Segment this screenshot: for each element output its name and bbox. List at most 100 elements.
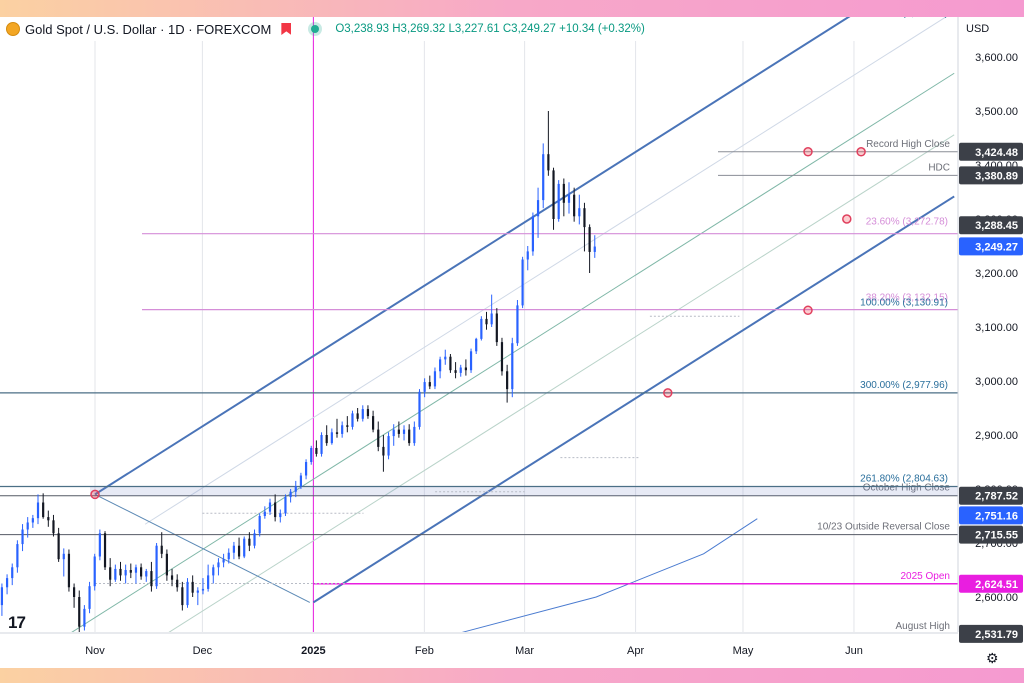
candle-body[interactable] [31, 518, 34, 523]
candle-body[interactable] [284, 497, 287, 514]
candle-body[interactable] [268, 502, 272, 512]
candle-body[interactable] [243, 538, 246, 557]
candle-body[interactable] [196, 590, 199, 593]
candle-body[interactable] [371, 416, 375, 430]
candle-body[interactable] [98, 533, 101, 557]
candle-body[interactable] [165, 553, 168, 576]
candle-body[interactable] [459, 367, 462, 373]
candle-body[interactable] [475, 338, 478, 352]
candle-body[interactable] [88, 586, 91, 609]
candle-body[interactable] [289, 491, 292, 498]
candle-body[interactable] [356, 413, 359, 419]
pivot-marker[interactable] [803, 305, 813, 316]
candle-body[interactable] [536, 200, 540, 217]
candle-body[interactable] [531, 216, 535, 252]
candle-body[interactable] [248, 538, 251, 546]
pivot-marker[interactable] [663, 388, 673, 398]
candle-body[interactable] [155, 545, 158, 587]
currency-label[interactable]: USD [966, 23, 990, 35]
candle-body[interactable] [129, 570, 132, 573]
candle-body[interactable] [109, 567, 112, 580]
candle-body[interactable] [217, 562, 220, 568]
candle-body[interactable] [103, 533, 107, 568]
settings-gear-icon[interactable]: ⚙ [986, 650, 999, 666]
candle-body[interactable] [361, 409, 364, 419]
candle-body[interactable] [227, 552, 230, 560]
symbol-title[interactable]: Gold Spot / U.S. Dollar · 1D · FOREXCOM [25, 21, 272, 37]
candle-body[interactable] [428, 382, 431, 387]
candle-body[interactable] [36, 502, 40, 519]
candle-body[interactable] [72, 587, 76, 597]
candle-body[interactable] [201, 588, 205, 591]
candle-body[interactable] [464, 367, 467, 371]
candle-body[interactable] [186, 581, 189, 606]
candle-body[interactable] [294, 486, 297, 492]
price-tag[interactable] [959, 216, 1023, 235]
price-tag[interactable] [959, 506, 1023, 525]
candle-body[interactable] [402, 429, 406, 434]
candle-body[interactable] [78, 597, 81, 627]
candle-body[interactable] [304, 462, 308, 476]
candle-body[interactable] [299, 475, 303, 487]
candle-body[interactable] [160, 545, 163, 554]
candle-body[interactable] [516, 305, 519, 344]
candle-body[interactable] [346, 425, 349, 427]
candle-body[interactable] [392, 429, 395, 437]
candle-body[interactable] [279, 513, 282, 518]
candle-body[interactable] [335, 432, 339, 434]
price-tag[interactable] [959, 624, 1023, 643]
candle-body[interactable] [573, 194, 576, 217]
candle-body[interactable] [382, 446, 385, 456]
candle-body[interactable] [480, 318, 483, 339]
candle-body[interactable] [325, 435, 328, 444]
candle-body[interactable] [315, 447, 318, 454]
candle-body[interactable] [397, 429, 400, 434]
candle-body[interactable] [439, 359, 442, 372]
candle-body[interactable] [253, 533, 256, 546]
candle-body[interactable] [444, 356, 447, 360]
candle-body[interactable] [567, 194, 571, 203]
price-tag[interactable] [959, 237, 1023, 256]
pivot-marker[interactable] [90, 489, 100, 500]
candle-body[interactable] [423, 382, 426, 392]
price-tag[interactable] [959, 142, 1023, 161]
pivot-marker[interactable] [842, 214, 852, 224]
candle-body[interactable] [263, 511, 266, 516]
candle-body[interactable] [387, 436, 390, 456]
candle-body[interactable] [454, 370, 457, 373]
candle-body[interactable] [341, 425, 344, 434]
candle-body[interactable] [47, 517, 50, 521]
price-tag[interactable] [959, 525, 1023, 544]
candle-body[interactable] [140, 567, 143, 577]
candle-body[interactable] [232, 545, 236, 553]
candle-body[interactable] [124, 570, 127, 576]
candle-body[interactable] [351, 413, 354, 427]
candle-body[interactable] [562, 183, 565, 203]
candle-body[interactable] [506, 371, 509, 390]
candle-body[interactable] [42, 502, 45, 518]
candle-body[interactable] [485, 318, 488, 325]
candle-body[interactable] [449, 356, 452, 371]
candle-body[interactable] [408, 429, 411, 444]
candle-body[interactable] [0, 587, 4, 606]
price-chart[interactable]: Record High Close HDC October High Close 10… [0, 17, 1024, 668]
candle-body[interactable] [593, 246, 596, 252]
candle-body[interactable] [67, 553, 71, 588]
candle-body[interactable] [11, 567, 14, 579]
candle-body[interactable] [207, 575, 210, 589]
candle-body[interactable] [511, 343, 514, 390]
candle-body[interactable] [222, 559, 225, 563]
candle-body[interactable] [119, 568, 122, 576]
candle-body[interactable] [310, 447, 313, 462]
candle-body[interactable] [237, 545, 241, 557]
candle-body[interactable] [330, 432, 333, 444]
candle-body[interactable] [26, 522, 29, 530]
candle-body[interactable] [114, 568, 117, 580]
candle-body[interactable] [274, 502, 277, 518]
candle-body[interactable] [588, 227, 591, 252]
tradingview-logo-icon[interactable]: 17 [8, 613, 26, 632]
candle-body[interactable] [500, 342, 504, 372]
candle-body[interactable] [413, 426, 416, 444]
candle-body[interactable] [191, 581, 194, 593]
candle-body[interactable] [176, 579, 179, 588]
